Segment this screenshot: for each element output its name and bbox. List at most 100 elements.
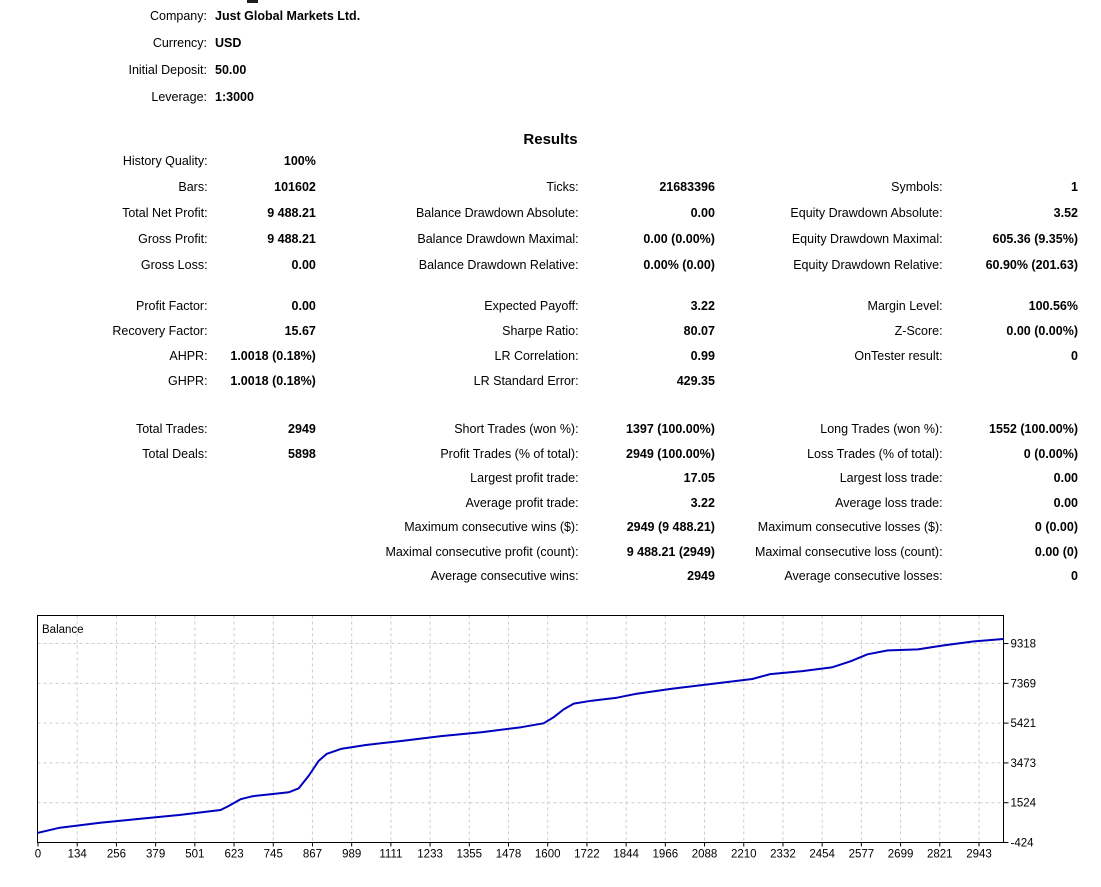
result-label: [0, 466, 208, 491]
x-tick-label: 2454: [809, 849, 835, 861]
result-value: 1.0018 (0.18%): [230, 348, 316, 363]
result-value: 429.35: [676, 373, 715, 388]
x-tick-label: 1233: [417, 849, 443, 861]
x-tick-label: 256: [107, 849, 126, 861]
result-label: Total Trades:: [135, 422, 208, 437]
result-row: Profit Factor: 0.00 Expected Payoff: 3.22 Ma…: [0, 293, 1078, 318]
x-tick-label: 2943: [966, 849, 992, 861]
result-row: Gross Profit: 9 488.21 Balance Drawdown Ma…: [0, 226, 1078, 252]
result-value: 0 (0.00%): [1023, 446, 1078, 461]
result-label: Profit Factor:: [136, 298, 208, 313]
result-label: GHPR:: [167, 373, 208, 388]
result-row: Gross Loss: 0.00 Balance Drawdown Relative…: [0, 252, 1078, 278]
x-tick-label: 623: [224, 849, 243, 861]
result-label: Total Deals:: [142, 446, 208, 461]
result-row: GHPR: 1.0018 (0.18%) LR Standard Error: 429…: [0, 368, 1078, 393]
result-value: [943, 368, 1078, 393]
result-label: Loss Trades (% of total):: [807, 446, 943, 461]
result-value: 0: [1071, 569, 1078, 584]
result-row: Total Trades: 2949 Short Trades (won %): 13…: [0, 417, 1078, 442]
result-label: Maximal consecutive profit (count):: [385, 544, 579, 559]
result-row: Average consecutive wins: 2949 Average con…: [0, 564, 1078, 589]
x-tick-label: 379: [146, 849, 165, 861]
results-section-title: Results: [523, 131, 578, 148]
x-tick-label: 134: [68, 849, 88, 861]
result-value: [208, 466, 316, 491]
result-row: Recovery Factor: 15.67 Sharpe Ratio: 80.07 Z…: [0, 318, 1078, 343]
result-value: 2949 (9 488.21): [626, 520, 715, 535]
x-tick-label: 1355: [456, 849, 482, 861]
result-label: OnTester result:: [854, 348, 943, 363]
result-value: 9 488.21: [267, 232, 316, 246]
setting-value: USD: [215, 35, 242, 50]
result-value: 2949: [288, 422, 316, 437]
x-tick-label: 2821: [927, 849, 953, 861]
result-label: [316, 148, 579, 174]
result-label: LR Standard Error:: [473, 373, 579, 388]
result-value: 3.22: [690, 298, 715, 313]
x-tick-label: 1478: [496, 849, 522, 861]
setting-label: Currency:: [152, 35, 207, 50]
result-value: 0.00: [690, 206, 715, 220]
x-tick-label: 0: [35, 849, 41, 861]
setting-label: Leverage:: [151, 89, 207, 104]
x-tick-label: 2577: [849, 849, 875, 861]
result-value: 17.05: [683, 471, 715, 486]
result-value: 21683396: [659, 180, 715, 194]
x-tick-label: 501: [185, 849, 204, 861]
result-label: Equity Drawdown Absolute:: [790, 206, 943, 220]
result-label: Expected Payoff:: [484, 298, 579, 313]
result-value: 60.90% (201.63): [985, 258, 1078, 272]
result-label: History Quality:: [122, 154, 208, 168]
result-value: 3.52: [1053, 206, 1078, 220]
setting-row: Company: Just Global Markets Ltd.: [0, 2, 360, 29]
result-label: Symbols:: [891, 180, 943, 194]
result-value: 100.56%: [1028, 298, 1078, 313]
result-value: 1: [1071, 180, 1078, 194]
result-value: 0: [1071, 348, 1078, 363]
result-value: 0.99: [690, 348, 715, 363]
result-label: Bars:: [178, 180, 208, 194]
x-tick-label: 867: [303, 849, 322, 861]
result-value: 1552 (100.00%): [989, 422, 1078, 437]
result-label: Profit Trades (% of total):: [440, 446, 579, 461]
balance-chart: 0 134 256 379 501 623 745 867 989 1111 1233 1355 147…: [0, 600, 1101, 882]
result-label: Balance Drawdown Relative:: [418, 258, 579, 272]
result-label: [0, 540, 208, 565]
result-label: Average consecutive losses:: [784, 569, 943, 584]
result-value: [943, 148, 1078, 174]
result-value: [579, 148, 715, 174]
result-label: Largest loss trade:: [839, 471, 943, 486]
result-label: Equity Drawdown Maximal:: [791, 232, 943, 246]
result-value: [208, 491, 316, 516]
setting-value: 1:3000: [215, 89, 254, 104]
x-tick-label: 1966: [653, 849, 679, 861]
result-label: Short Trades (won %):: [454, 422, 579, 437]
setting-label: Company:: [150, 8, 207, 23]
result-value: 9 488.21: [267, 206, 316, 220]
result-value: 80.07: [683, 323, 715, 338]
result-value: 0.00: [1053, 471, 1078, 486]
y-tick-label: -424: [1011, 838, 1035, 850]
x-tick-label: 2210: [731, 849, 757, 861]
result-label: Total Net Profit:: [122, 206, 208, 220]
result-value: 2949 (100.00%): [626, 446, 715, 461]
chart-series-label: Balance: [42, 624, 84, 636]
result-row: Average profit trade: 3.22 Average loss tr…: [0, 491, 1078, 516]
result-value: 5898: [288, 446, 316, 461]
result-label: Average consecutive wins:: [430, 569, 579, 584]
result-row: Total Deals: 5898 Profit Trades (% of tota…: [0, 442, 1078, 467]
result-value: 3.22: [690, 495, 715, 510]
y-tick-label: 5421: [1011, 718, 1037, 730]
result-label: AHPR:: [169, 348, 208, 363]
result-row: History Quality: 100%: [0, 148, 1078, 174]
result-value: 605.36 (9.35%): [992, 232, 1078, 246]
x-tick-label: 1844: [613, 849, 639, 861]
results-table: History Quality: 100% Bars: 101602 Ticks: 216…: [0, 148, 1078, 589]
spacer-row: [0, 278, 1078, 293]
result-label: Maximum consecutive wins ($):: [404, 520, 579, 535]
result-value: 1.0018 (0.18%): [230, 373, 316, 388]
plot-border: [37, 615, 1004, 843]
y-tick-label: 9318: [1011, 639, 1037, 651]
